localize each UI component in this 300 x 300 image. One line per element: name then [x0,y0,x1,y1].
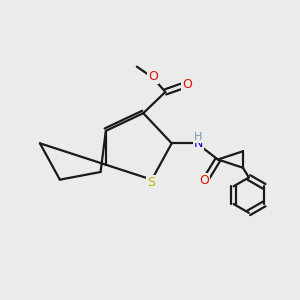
Text: H: H [194,132,202,142]
Text: O: O [182,77,192,91]
Text: O: O [148,70,158,83]
Text: N: N [194,137,203,150]
Text: S: S [147,176,155,188]
Text: O: O [200,174,209,187]
